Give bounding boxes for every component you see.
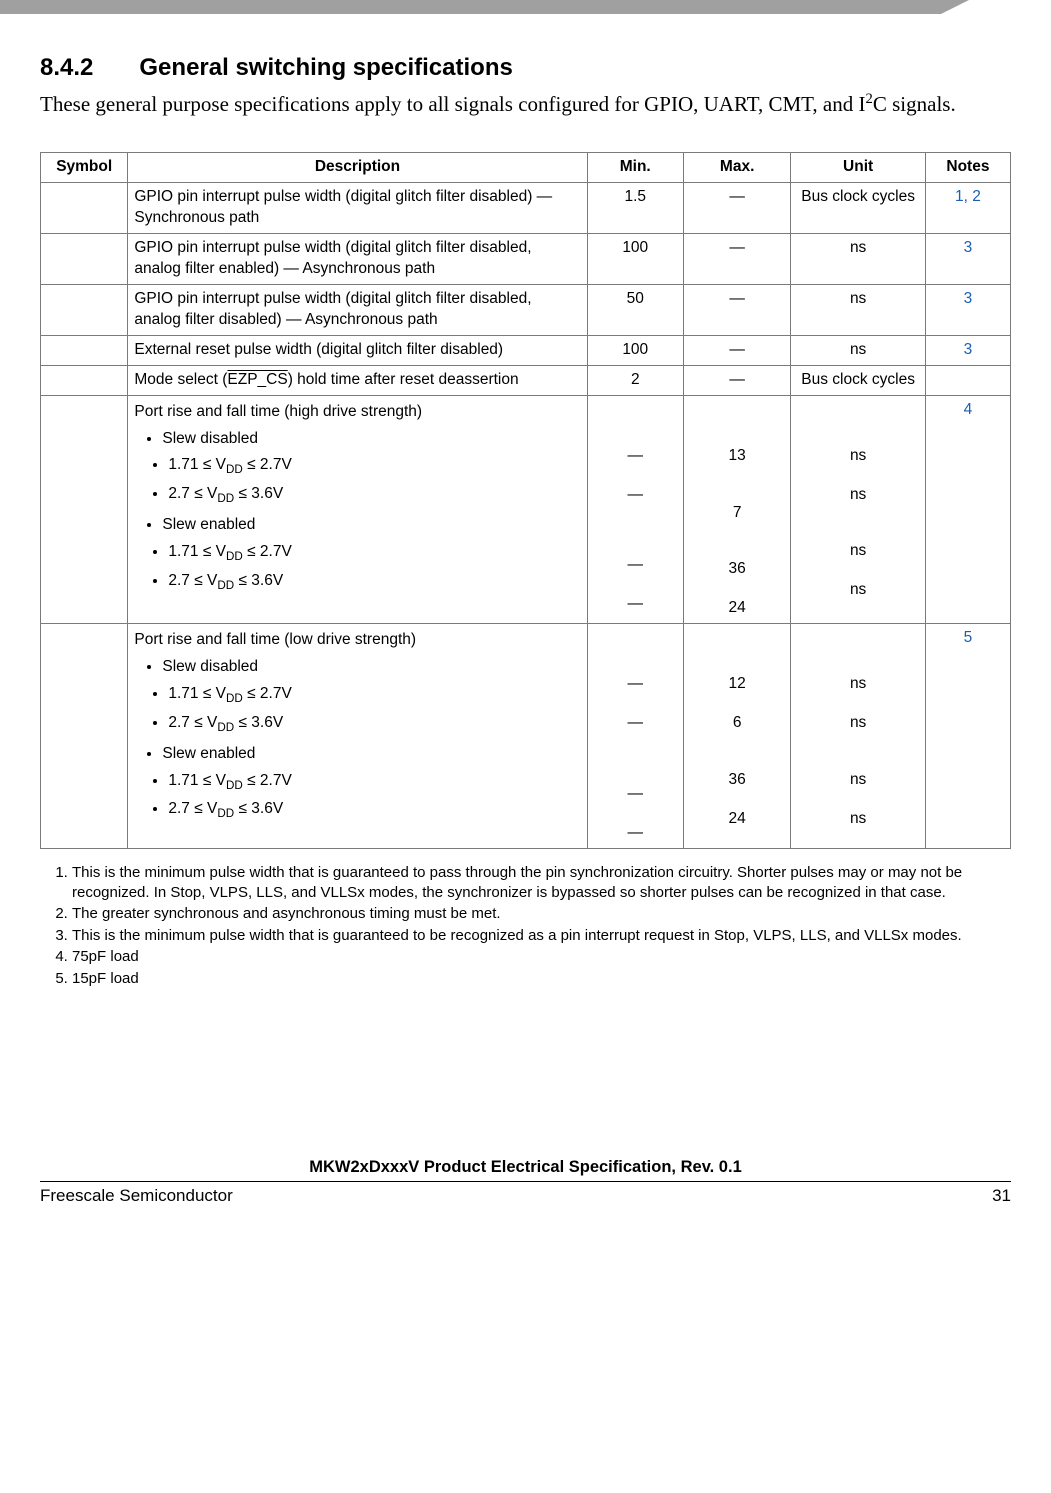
cell-min: 100 [587,335,683,365]
cell-max: — [683,234,791,285]
cell-unit: ns ns ns ns [791,624,925,849]
row-title: Port rise and fall time (low drive stren… [134,630,580,651]
cell-symbol [41,365,128,395]
cell-unit: ns ns ns ns [791,395,925,624]
row-title: Port rise and fall time (high drive stre… [134,402,580,423]
intro-text-a: These general purpose specifications app… [40,92,866,116]
cell-unit: ns [791,335,925,365]
cell-min: — — — — [587,624,683,849]
condition: 1.71 ≤ VDD ≤ 2.7V [168,455,580,478]
slew-enabled-label: Slew enabled [162,744,580,765]
cell-description: GPIO pin interrupt pulse width (digital … [128,234,587,285]
footer-company: Freescale Semiconductor [40,1186,233,1206]
cell-max: — [683,335,791,365]
footnote: This is the minimum pulse width that is … [72,863,1011,902]
th-symbol: Symbol [41,153,128,183]
cell-max: 13 7 36 24 [683,395,791,624]
note-link[interactable]: 5 [964,629,973,646]
intro-paragraph: These general purpose specifications app… [40,90,1011,118]
cell-symbol [41,335,128,365]
cell-description: GPIO pin interrupt pulse width (digital … [128,284,587,335]
cell-symbol [41,395,128,624]
cell-notes: 4 [925,395,1010,624]
cell-symbol [41,183,128,234]
page-footer: MKW2xDxxxV Product Electrical Specificat… [0,1158,1051,1224]
cell-unit: ns [791,234,925,285]
cell-description: GPIO pin interrupt pulse width (digital … [128,183,587,234]
header-bar [0,0,941,14]
condition: 2.7 ≤ VDD ≤ 3.6V [168,799,580,822]
cell-description: Port rise and fall time (high drive stre… [128,395,587,624]
cell-unit: ns [791,284,925,335]
cell-max: — [683,284,791,335]
condition: 2.7 ≤ VDD ≤ 3.6V [168,484,580,507]
cell-symbol [41,624,128,849]
table-header-row: Symbol Description Min. Max. Unit Notes [41,153,1011,183]
cell-min: 50 [587,284,683,335]
overline-text: EZP_CS [227,371,287,388]
cell-notes [925,365,1010,395]
table-row: External reset pulse width (digital glit… [41,335,1011,365]
cell-notes: 3 [925,234,1010,285]
cell-notes: 1, 2 [925,183,1010,234]
condition: 2.7 ≤ VDD ≤ 3.6V [168,571,580,594]
slew-disabled-label: Slew disabled [162,657,580,678]
footnote: This is the minimum pulse width that is … [72,926,1011,946]
th-unit: Unit [791,153,925,183]
section-title: General switching specifications [139,54,512,81]
note-link[interactable]: 4 [964,401,973,418]
cell-notes: 3 [925,335,1010,365]
cell-min: 2 [587,365,683,395]
condition: 1.71 ≤ VDD ≤ 2.7V [168,771,580,794]
cell-min: 1.5 [587,183,683,234]
table-row: GPIO pin interrupt pulse width (digital … [41,183,1011,234]
note-link[interactable]: 3 [964,239,973,256]
cell-max: — [683,365,791,395]
condition: 1.71 ≤ VDD ≤ 2.7V [168,684,580,707]
cell-max: 12 6 36 24 [683,624,791,849]
note-link[interactable]: 3 [964,290,973,307]
cell-symbol [41,284,128,335]
footnote: 75pF load [72,947,1011,967]
intro-text-b: C signals. [873,92,956,116]
cell-unit: Bus clock cycles [791,183,925,234]
section-heading: 8.4.2 General switching specifications [40,54,1011,82]
cell-description: External reset pulse width (digital glit… [128,335,587,365]
note-link[interactable]: 1, 2 [955,188,981,205]
page-content: 8.4.2 General switching specifications Th… [0,14,1051,988]
cell-max: — [683,183,791,234]
slew-enabled-label: Slew enabled [162,515,580,536]
cell-unit: Bus clock cycles [791,365,925,395]
table-row: GPIO pin interrupt pulse width (digital … [41,284,1011,335]
th-max: Max. [683,153,791,183]
th-description: Description [128,153,587,183]
note-link[interactable]: 3 [964,341,973,358]
cell-notes: 5 [925,624,1010,849]
footnotes-list: This is the minimum pulse width that is … [46,863,1011,988]
cell-description: Mode select (EZP_CS) hold time after res… [128,365,587,395]
footnote: 15pF load [72,969,1011,989]
cell-description: Port rise and fall time (low drive stren… [128,624,587,849]
section-number: 8.4.2 [40,54,93,82]
cell-min: — — — — [587,395,683,624]
condition: 2.7 ≤ VDD ≤ 3.6V [168,713,580,736]
table-row-high-drive: Port rise and fall time (high drive stre… [41,395,1011,624]
th-min: Min. [587,153,683,183]
footer-page-number: 31 [992,1186,1011,1206]
cell-notes: 3 [925,284,1010,335]
spec-table: Symbol Description Min. Max. Unit Notes … [40,152,1011,849]
table-row: Mode select (EZP_CS) hold time after res… [41,365,1011,395]
slew-disabled-label: Slew disabled [162,429,580,450]
footnote: The greater synchronous and asynchronous… [72,904,1011,924]
th-notes: Notes [925,153,1010,183]
intro-superscript: 2 [866,91,873,107]
table-row: GPIO pin interrupt pulse width (digital … [41,234,1011,285]
condition: 1.71 ≤ VDD ≤ 2.7V [168,542,580,565]
footer-doc-title: MKW2xDxxxV Product Electrical Specificat… [40,1158,1011,1182]
cell-symbol [41,234,128,285]
table-row-low-drive: Port rise and fall time (low drive stren… [41,624,1011,849]
cell-min: 100 [587,234,683,285]
